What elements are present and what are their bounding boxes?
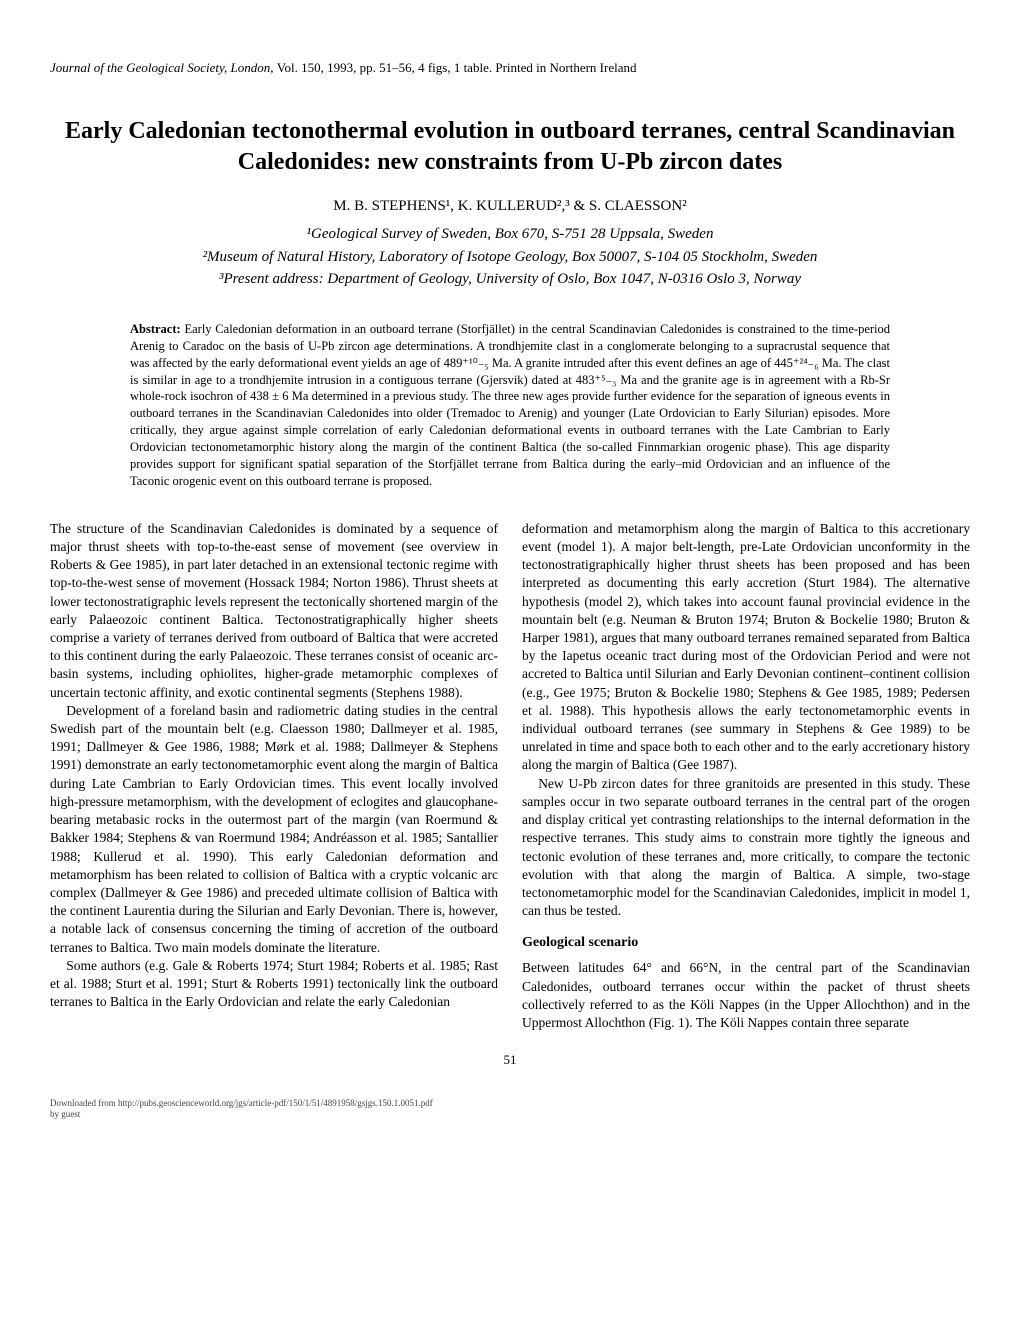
abstract: Abstract: Early Caledonian deformation i… bbox=[130, 321, 890, 490]
affiliation-2: ²Museum of Natural History, Laboratory o… bbox=[50, 246, 970, 269]
body-paragraph: Some authors (e.g. Gale & Roberts 1974; … bbox=[50, 957, 498, 1012]
download-footer: Downloaded from http://pubs.geosciencewo… bbox=[50, 1098, 970, 1120]
affiliation-1: ¹Geological Survey of Sweden, Box 670, S… bbox=[50, 223, 970, 246]
footer-line: by guest bbox=[50, 1109, 970, 1120]
body-paragraph: Development of a foreland basin and radi… bbox=[50, 702, 498, 957]
body-paragraph: deformation and metamorphism along the m… bbox=[522, 520, 970, 775]
affiliation-3: ³Present address: Department of Geology,… bbox=[50, 268, 970, 291]
footer-line: Downloaded from http://pubs.geosciencewo… bbox=[50, 1098, 970, 1109]
affiliations: ¹Geological Survey of Sweden, Box 670, S… bbox=[50, 223, 970, 291]
abstract-label: Abstract: bbox=[130, 322, 181, 336]
journal-name: Journal of the Geological Society, Londo… bbox=[50, 60, 274, 75]
body-columns: The structure of the Scandinavian Caledo… bbox=[50, 520, 970, 1033]
abstract-text: Early Caledonian deformation in an outbo… bbox=[130, 322, 890, 488]
journal-vol: Vol. 150, 1993, pp. 51–56, 4 figs, 1 tab… bbox=[277, 60, 637, 75]
section-heading: Geological scenario bbox=[522, 934, 970, 953]
body-paragraph: The structure of the Scandinavian Caledo… bbox=[50, 520, 498, 702]
article-title: Early Caledonian tectonothermal evolutio… bbox=[50, 116, 970, 178]
body-paragraph: New U-Pb zircon dates for three granitoi… bbox=[522, 775, 970, 921]
page-number: 51 bbox=[50, 1052, 970, 1068]
authors: M. B. STEPHENS¹, K. KULLERUD²,³ & S. CLA… bbox=[50, 198, 970, 215]
body-paragraph: Between latitudes 64° and 66°N, in the c… bbox=[522, 959, 970, 1032]
journal-header: Journal of the Geological Society, Londo… bbox=[50, 60, 970, 76]
